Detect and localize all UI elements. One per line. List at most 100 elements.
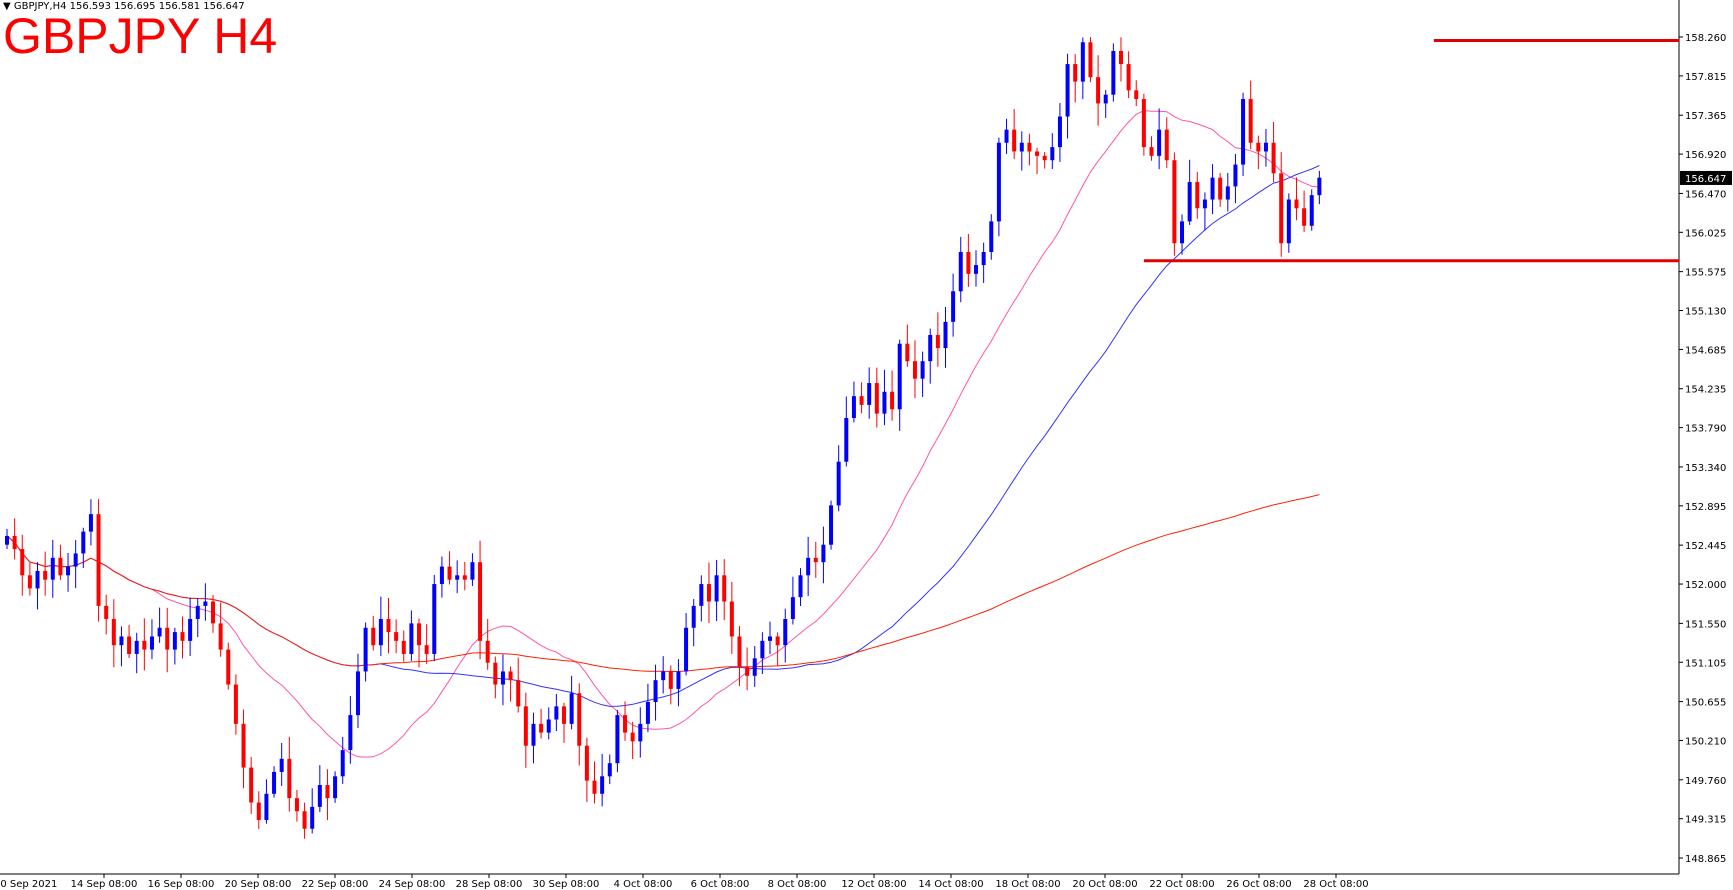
candle	[798, 568, 803, 607]
candle-body	[88, 514, 93, 532]
candle-body	[714, 575, 719, 602]
candle	[760, 632, 765, 674]
candle	[1065, 53, 1070, 139]
candle-body	[1042, 155, 1047, 161]
candle-body	[134, 640, 139, 654]
price-tick-label: 155.575	[1685, 268, 1726, 279]
candle-body	[1302, 208, 1307, 226]
candle-body	[371, 627, 376, 646]
candle	[1202, 192, 1207, 231]
price-tick-label: 154.685	[1685, 345, 1726, 356]
candle	[1187, 159, 1192, 225]
candle	[478, 540, 483, 660]
candle	[279, 743, 284, 786]
candle	[96, 498, 101, 622]
candle-body	[1279, 173, 1284, 244]
candle-body	[500, 671, 505, 685]
candle	[1172, 152, 1177, 256]
price-tick-label: 152.895	[1685, 502, 1726, 513]
candle	[195, 598, 200, 638]
time-tick-label: 18 Oct 08:00	[995, 879, 1060, 890]
candle-body	[233, 684, 238, 724]
candle	[790, 576, 795, 625]
candle-body	[1202, 199, 1207, 209]
time-tick-label: 28 Sep 08:00	[456, 879, 523, 890]
candle-body	[73, 553, 78, 567]
candle	[966, 233, 971, 287]
candle	[424, 624, 429, 664]
candle-body	[836, 461, 841, 506]
candle	[134, 632, 139, 674]
candle	[43, 551, 48, 596]
candle	[1164, 117, 1169, 168]
candle	[256, 791, 261, 829]
candle-body	[577, 693, 582, 746]
candle	[1004, 118, 1009, 154]
candle-body	[935, 334, 940, 349]
candle-body	[302, 811, 307, 829]
time-tick-label: 22 Sep 08:00	[302, 879, 369, 890]
candle	[88, 499, 93, 546]
time-tick-label: 26 Oct 08:00	[1226, 879, 1291, 890]
candle-body	[630, 732, 635, 742]
candle	[737, 626, 742, 687]
candle	[1309, 189, 1314, 231]
price-tick-label: 151.550	[1685, 619, 1726, 630]
candle	[508, 666, 513, 702]
candle-body	[829, 505, 834, 545]
candle-body	[684, 627, 689, 672]
candle-body	[1263, 142, 1268, 152]
dropdown-triangle-icon[interactable]: ▼	[3, 1, 11, 12]
candle	[203, 583, 208, 621]
candle-body	[241, 723, 246, 768]
candle-body	[1256, 142, 1261, 152]
candle	[371, 615, 376, 651]
candle-body	[1057, 116, 1062, 148]
chart-frame	[0, 0, 1680, 875]
candle-body	[1157, 129, 1162, 156]
candle-body	[172, 632, 177, 650]
candle	[668, 665, 673, 705]
candle	[546, 707, 551, 740]
time-tick-label: 12 Oct 08:00	[841, 879, 906, 890]
candle-body	[966, 251, 971, 274]
candle	[218, 602, 223, 657]
candle-body	[1271, 142, 1276, 174]
candle-body	[317, 785, 322, 807]
time-axis: 10 Sep 2021 14 Sep 08:00 16 Sep 08:00 20 Se…	[0, 874, 1369, 890]
candle-body	[859, 396, 864, 405]
candle	[722, 559, 727, 621]
candle	[455, 560, 460, 594]
candle-body	[691, 605, 696, 628]
candle-body	[775, 636, 780, 646]
time-tick-label: 30 Sep 08:00	[533, 879, 600, 890]
candle	[500, 654, 505, 706]
candle	[66, 553, 71, 592]
price-tick-label: 153.340	[1685, 463, 1726, 474]
candle	[142, 618, 147, 671]
candle	[577, 683, 582, 766]
candle	[1042, 152, 1047, 169]
candle	[867, 367, 872, 419]
candle-body	[1111, 50, 1116, 95]
candle-body	[1118, 50, 1123, 65]
candle-body	[920, 361, 925, 379]
candle	[111, 599, 116, 668]
candle-body	[249, 767, 254, 803]
candle-body	[195, 605, 200, 619]
candle-body	[294, 798, 299, 812]
candle	[333, 771, 338, 803]
moving-average-line	[6, 110, 1320, 758]
candle-body	[66, 566, 71, 576]
candle-body	[127, 636, 132, 654]
candle-body	[1210, 177, 1215, 200]
candle	[35, 562, 40, 610]
candle-body	[1233, 164, 1238, 187]
candle	[752, 646, 757, 687]
candle	[768, 621, 772, 655]
price-tick-label: 150.210	[1685, 736, 1726, 747]
candle-body	[409, 623, 414, 654]
candle	[1118, 37, 1123, 82]
candle	[729, 581, 734, 654]
